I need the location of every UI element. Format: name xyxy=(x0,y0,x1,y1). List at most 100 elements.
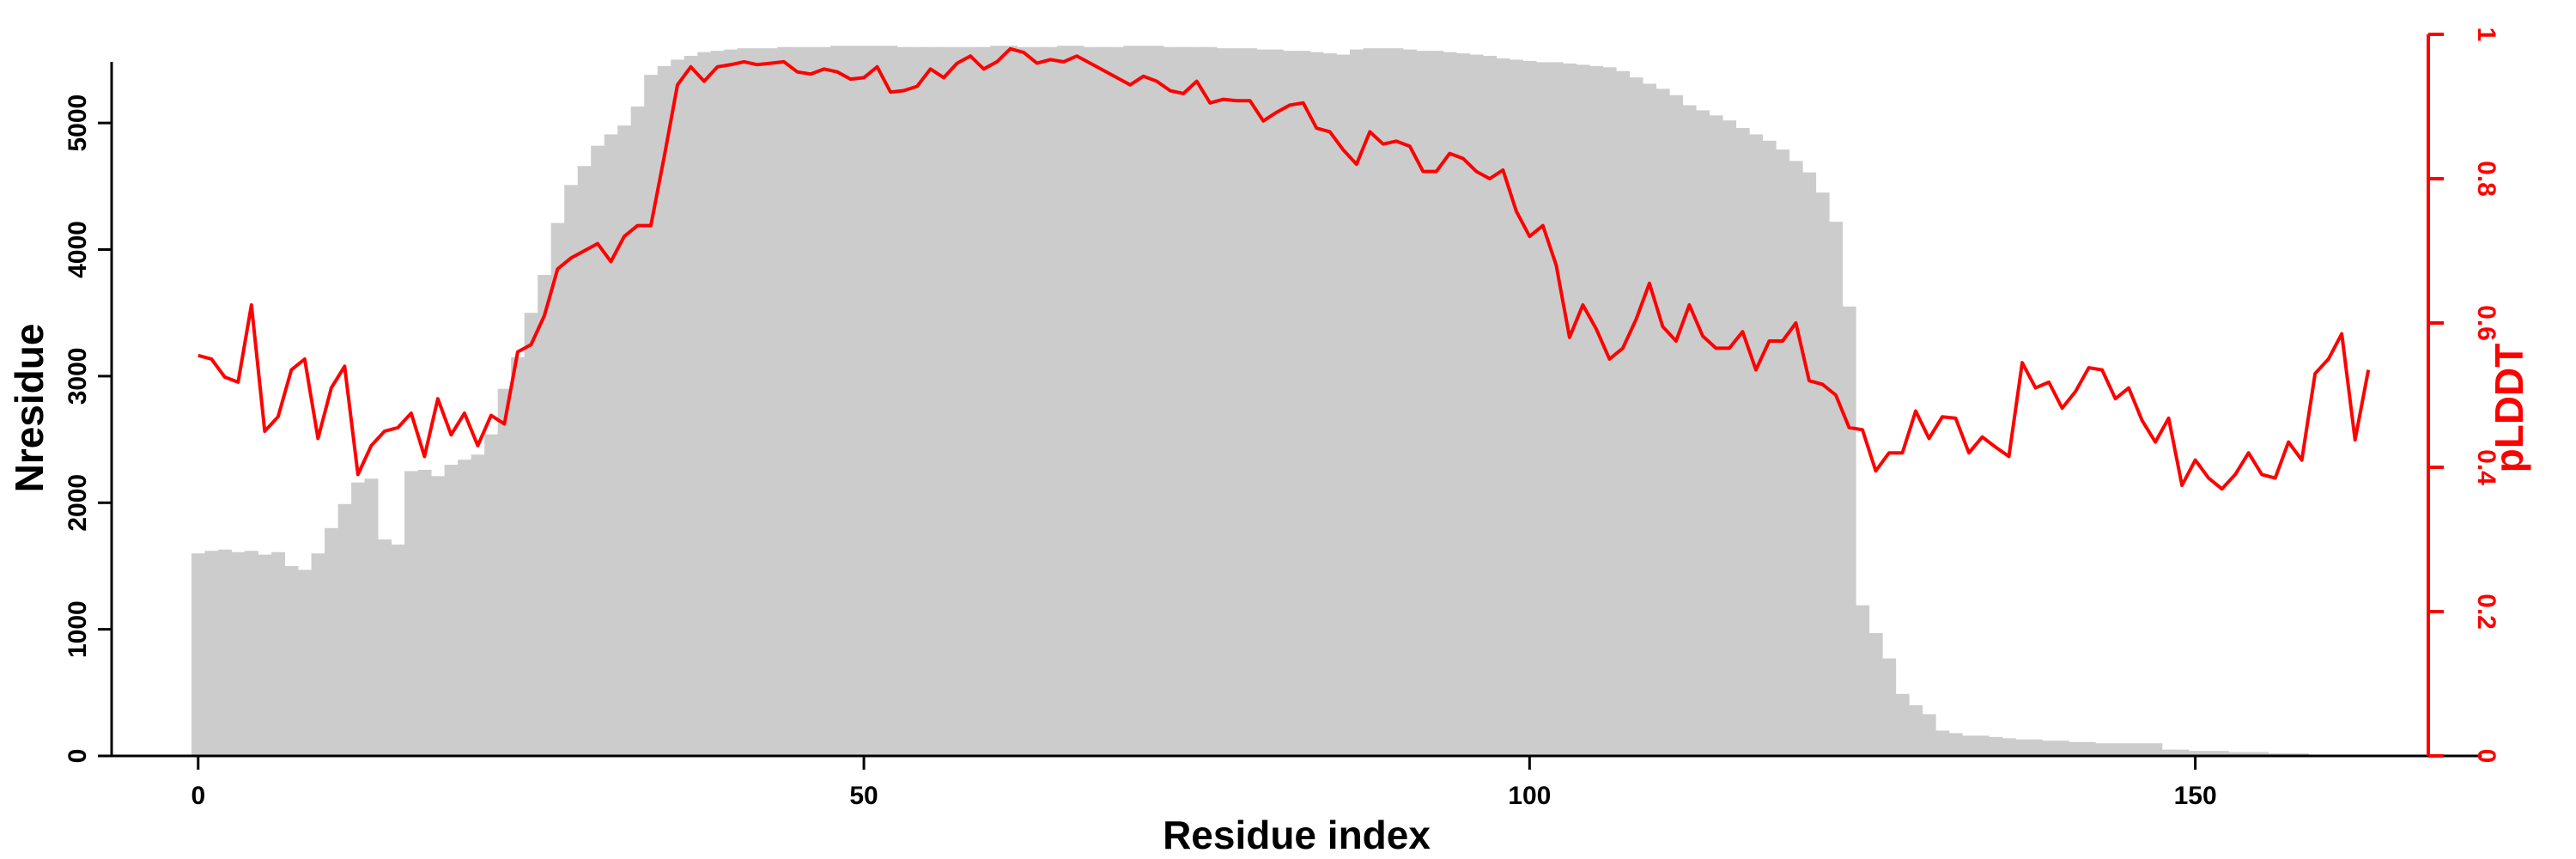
x-tick-label: 50 xyxy=(849,782,878,810)
bar xyxy=(1483,56,1497,757)
bar xyxy=(550,222,565,757)
bar xyxy=(231,551,246,756)
bar xyxy=(1776,149,1790,757)
bar xyxy=(444,465,459,756)
y-axis-title: Nresidue xyxy=(7,324,52,493)
x-tick-label: 0 xyxy=(191,782,205,810)
bar xyxy=(1056,46,1071,756)
bar xyxy=(804,46,818,757)
bar xyxy=(1602,67,1617,756)
bar xyxy=(1629,77,1643,757)
bar xyxy=(710,51,725,757)
bar xyxy=(644,75,659,756)
bar xyxy=(1643,83,1657,757)
bar xyxy=(1922,714,1936,756)
bar xyxy=(1176,46,1191,757)
bar xyxy=(1909,705,1923,756)
bar xyxy=(337,503,352,756)
bar xyxy=(1709,115,1723,756)
bar xyxy=(1043,46,1058,757)
bar xyxy=(2002,738,2016,756)
bar xyxy=(763,48,778,756)
x-axis-title: Residue index xyxy=(1163,813,1431,857)
bar xyxy=(1456,53,1470,757)
bar xyxy=(591,145,605,756)
bar xyxy=(218,549,232,756)
residue-count-bars xyxy=(191,46,2362,757)
bar xyxy=(1842,306,1856,757)
bar xyxy=(511,356,526,756)
bar xyxy=(617,125,632,757)
bar xyxy=(1350,49,1364,757)
bar xyxy=(1189,46,1204,757)
bar xyxy=(976,46,991,757)
bar xyxy=(750,48,765,756)
bar xyxy=(538,275,552,756)
bar xyxy=(458,460,472,756)
bar xyxy=(404,471,419,756)
bar xyxy=(1203,46,1218,757)
bar xyxy=(1469,54,1484,756)
bar xyxy=(325,527,338,756)
bar xyxy=(683,56,698,757)
bar xyxy=(2188,751,2202,756)
y-tick-label: 1000 xyxy=(64,600,92,658)
y2-tick-label: 0.4 xyxy=(2472,449,2500,485)
bar xyxy=(790,46,805,757)
bar xyxy=(2215,751,2229,756)
bar xyxy=(830,46,845,756)
bar xyxy=(1256,49,1271,757)
bar xyxy=(1682,105,1697,756)
bar xyxy=(378,539,392,756)
bar xyxy=(870,46,884,756)
bar xyxy=(245,551,258,756)
bar xyxy=(1443,52,1457,756)
bar xyxy=(990,46,1005,756)
bar xyxy=(1989,736,2003,756)
bar xyxy=(777,46,792,757)
y2-tick-label: 0.8 xyxy=(2472,161,2500,197)
bar xyxy=(1017,46,1031,757)
bar xyxy=(963,46,978,757)
bar xyxy=(2135,743,2149,756)
bar xyxy=(657,65,671,757)
bar xyxy=(1616,70,1631,757)
bar xyxy=(298,570,312,756)
bar xyxy=(2095,743,2110,756)
bar xyxy=(1856,605,1870,756)
bar xyxy=(364,478,379,756)
y-tick-label: 2000 xyxy=(64,474,92,532)
bar xyxy=(1216,48,1230,756)
bar xyxy=(1123,46,1138,756)
bar xyxy=(2015,739,2030,756)
bar xyxy=(1403,49,1417,757)
bar xyxy=(1109,46,1124,757)
bar xyxy=(1962,735,1977,756)
bar xyxy=(417,469,432,756)
bar xyxy=(630,107,645,756)
bar xyxy=(471,454,485,756)
y-tick-label: 4000 xyxy=(64,221,92,278)
bar xyxy=(1868,633,1883,756)
bar xyxy=(2228,752,2243,756)
bar xyxy=(271,551,285,756)
bar xyxy=(1829,222,1844,756)
bar xyxy=(2175,749,2190,756)
bar xyxy=(884,46,898,756)
bar xyxy=(737,48,751,756)
bar xyxy=(484,434,499,756)
bar xyxy=(351,482,366,756)
bar xyxy=(2148,743,2163,756)
y-tick-label: 0 xyxy=(64,749,92,764)
bar xyxy=(843,46,858,756)
y-tick-label: 5000 xyxy=(64,94,92,152)
bar xyxy=(724,49,738,757)
bar xyxy=(2042,740,2057,756)
bar xyxy=(1935,730,1950,756)
bar xyxy=(1163,46,1177,757)
axes: 0 50 100 150 0 1000 2000 3000 4000 5000 0 0.2 0.4 0.6… xyxy=(64,27,2500,810)
bar xyxy=(1269,49,1284,757)
bar xyxy=(497,388,512,756)
bar xyxy=(1656,88,1670,757)
bar xyxy=(1070,46,1084,756)
